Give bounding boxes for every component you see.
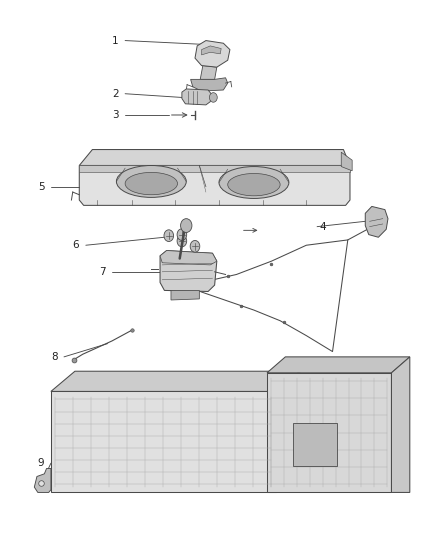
Text: 1: 1 bbox=[112, 36, 119, 45]
Ellipse shape bbox=[117, 165, 186, 197]
Text: 3: 3 bbox=[112, 110, 119, 120]
Ellipse shape bbox=[219, 166, 289, 198]
Circle shape bbox=[177, 235, 187, 247]
Text: 5: 5 bbox=[38, 182, 44, 192]
Polygon shape bbox=[195, 41, 230, 67]
Circle shape bbox=[180, 219, 192, 232]
Polygon shape bbox=[79, 165, 350, 205]
Polygon shape bbox=[182, 89, 212, 105]
Circle shape bbox=[190, 240, 200, 252]
Polygon shape bbox=[79, 150, 350, 165]
Polygon shape bbox=[392, 357, 410, 492]
Text: 6: 6 bbox=[73, 240, 79, 250]
Text: 9: 9 bbox=[38, 458, 44, 468]
Ellipse shape bbox=[125, 172, 177, 195]
Polygon shape bbox=[171, 290, 199, 300]
Polygon shape bbox=[365, 206, 388, 237]
Text: 2: 2 bbox=[112, 88, 119, 99]
Polygon shape bbox=[51, 391, 276, 492]
Text: 4: 4 bbox=[319, 222, 326, 232]
Ellipse shape bbox=[228, 173, 280, 196]
Polygon shape bbox=[160, 251, 217, 265]
Circle shape bbox=[164, 230, 173, 241]
Polygon shape bbox=[160, 251, 217, 292]
Polygon shape bbox=[34, 469, 51, 492]
FancyBboxPatch shape bbox=[293, 423, 337, 466]
Polygon shape bbox=[200, 66, 217, 79]
Text: 7: 7 bbox=[99, 267, 106, 277]
Polygon shape bbox=[79, 165, 350, 172]
Polygon shape bbox=[276, 371, 300, 492]
Polygon shape bbox=[51, 371, 300, 391]
Text: 8: 8 bbox=[51, 352, 57, 362]
Polygon shape bbox=[267, 357, 410, 373]
Polygon shape bbox=[341, 152, 352, 171]
Circle shape bbox=[177, 229, 187, 240]
Circle shape bbox=[209, 93, 217, 102]
Polygon shape bbox=[201, 46, 221, 55]
Polygon shape bbox=[191, 78, 228, 91]
Polygon shape bbox=[267, 373, 392, 492]
